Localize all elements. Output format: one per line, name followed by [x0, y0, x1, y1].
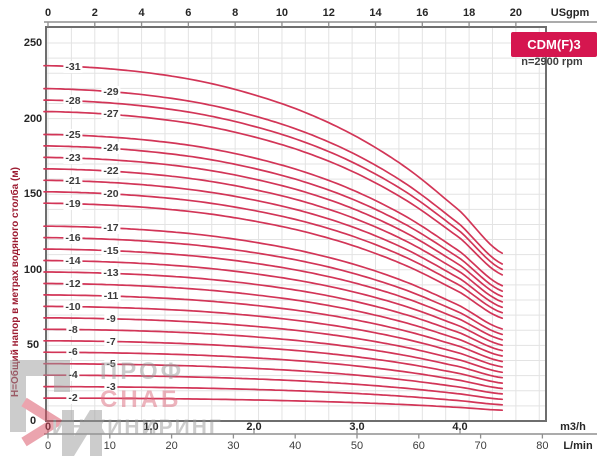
- pump-curve-stage-12: [43, 282, 504, 357]
- curve-label-stage-25: -25: [63, 129, 83, 142]
- pump-curve-stage-5: [43, 362, 504, 395]
- lmin-tick-label: 60: [412, 440, 425, 452]
- lmin-tick-label: 70: [474, 440, 487, 452]
- head-tick-label: 200: [23, 112, 43, 125]
- curve-label-stage-6: -6: [66, 346, 80, 359]
- usgpm-tick-label: 4: [138, 7, 145, 19]
- pump-curve-stage-28: [43, 99, 504, 271]
- curve-label-stage-24: -24: [101, 142, 121, 155]
- head-tick-label: 50: [26, 339, 40, 352]
- pump-curve-stage-21: [43, 179, 504, 309]
- usgpm-tick-label: 12: [322, 7, 335, 19]
- curve-label-stage-16: -16: [63, 232, 83, 245]
- curve-label-stage-17: -17: [101, 221, 121, 234]
- y-axis-title: H=Общий напор в метрах водяного столба (…: [10, 166, 21, 398]
- usgpm-unit-label: USgpm: [550, 7, 590, 19]
- lmin-tick-label: 80: [536, 440, 549, 452]
- head-tick-label: 250: [23, 37, 43, 49]
- pump-curve-stage-4: [43, 374, 504, 401]
- curve-label-stage-2: -2: [66, 392, 80, 405]
- curve-label-stage-14: -14: [63, 254, 83, 267]
- m3h-tick-label: 1.0: [143, 421, 159, 433]
- curve-label-stage-4: -4: [66, 369, 80, 382]
- lmin-tick-label: 40: [289, 440, 302, 452]
- pump-curve-stage-8: [43, 328, 504, 379]
- m3h-tick-label: 0: [44, 421, 52, 433]
- pump-curve-stage-23: [43, 156, 504, 298]
- head-tick-label: 0: [29, 415, 37, 427]
- pump-curve-stage-16: [43, 236, 504, 336]
- usgpm-tick-label: 14: [369, 7, 382, 19]
- curve-label-stage-21: -21: [63, 174, 83, 187]
- curve-label-stage-11: -11: [101, 290, 121, 303]
- curve-label-stage-5: -5: [104, 358, 118, 371]
- usgpm-tick-label: 16: [416, 7, 429, 19]
- usgpm-tick-label: 20: [509, 7, 522, 19]
- curve-label-stage-23: -23: [63, 152, 83, 164]
- usgpm-tick-label: 8: [232, 7, 239, 19]
- curve-label-stage-13: -13: [101, 267, 121, 280]
- pump-curve-stage-3: [43, 385, 504, 406]
- lmin-tick-label: 0: [44, 440, 52, 452]
- curve-label-stage-27: -27: [101, 108, 121, 121]
- curve-label-stage-3: -3: [104, 380, 118, 393]
- usgpm-tick-label: 18: [462, 7, 476, 19]
- curve-label-stage-29: -29: [101, 85, 121, 98]
- lmin-tick-label: 50: [350, 440, 364, 452]
- pump-curve-stage-2: [43, 397, 504, 412]
- curve-label-stage-31: -31: [63, 60, 83, 73]
- m3h-tick-label: 4.0: [452, 421, 468, 433]
- pump-curve-stage-14: [43, 259, 504, 347]
- model-badge: CDM(F)3: [511, 32, 597, 57]
- pump-curve-stage-25: [43, 133, 504, 287]
- curve-label-stage-7: -7: [104, 335, 118, 348]
- lmin-tick-label: 30: [227, 440, 240, 452]
- curve-label-stage-10: -10: [63, 300, 83, 313]
- m3h-tick-label: 2.0: [246, 421, 262, 433]
- pump-curve-stage-6: [43, 351, 504, 390]
- curve-label-stage-8: -8: [66, 323, 80, 336]
- speed-label: n=2900 rpm: [521, 56, 583, 68]
- curve-label-stage-22: -22: [101, 165, 121, 178]
- curve-label-stage-19: -19: [63, 197, 83, 210]
- head-tick-label: 150: [23, 188, 43, 201]
- curve-label-stage-9: -9: [104, 312, 118, 325]
- m3h-unit-label: m3/h: [560, 421, 586, 433]
- pump-curve-stage-31: [43, 64, 504, 255]
- curve-label-stage-20: -20: [101, 187, 121, 200]
- usgpm-tick-label: 2: [91, 7, 98, 19]
- model-badge-label: CDM(F)3: [527, 37, 581, 52]
- pump-curve-stage-7: [43, 339, 504, 384]
- lmin-tick-label: 10: [103, 440, 116, 452]
- usgpm-tick-label: 0: [44, 7, 52, 19]
- lmin-unit-label: L/min: [563, 440, 593, 452]
- usgpm-tick-label: 6: [185, 7, 192, 19]
- head-tick-label: 100: [23, 263, 43, 276]
- usgpm-tick-label: 10: [275, 7, 289, 19]
- pump-curve-stage-19: [43, 202, 504, 320]
- pump-curve-stage-9: [43, 317, 504, 374]
- m3h-tick-label: 3.0: [349, 421, 365, 433]
- curve-label-stage-15: -15: [101, 244, 121, 257]
- curve-label-stage-12: -12: [63, 277, 83, 290]
- plot-frame: [45, 26, 547, 422]
- lmin-tick-label: 20: [165, 440, 178, 452]
- curve-label-stage-28: -28: [63, 94, 83, 107]
- pump-curve-stage-10: [43, 305, 504, 368]
